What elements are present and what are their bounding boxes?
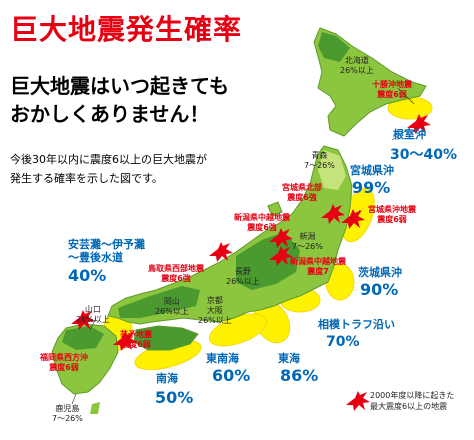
honshu-west xyxy=(118,286,200,318)
prob-value-tokai: 86% xyxy=(280,366,319,385)
prob-name-tokai: 東海 xyxy=(278,352,300,365)
label-text: 鹿児島 xyxy=(55,404,80,413)
quake-marker-fukuoka xyxy=(71,310,95,330)
label-text: 震度6強 xyxy=(247,223,277,232)
label-text: 岡山 xyxy=(163,297,180,306)
quake-marker-chuetsu xyxy=(269,228,293,248)
label-text: 十勝沖地震 xyxy=(372,80,412,89)
label-text: 新潟 xyxy=(299,232,316,241)
description-line-1: 今後30年以内に震度6以上の巨大地震が xyxy=(10,153,207,166)
headline: 巨大地震はいつ起きても おかしくありません！ xyxy=(10,72,229,128)
prob-value-miyagi: 99% xyxy=(352,178,391,197)
honshu-north xyxy=(318,150,346,190)
label-text: 震度6弱 xyxy=(377,215,407,224)
label-text: 26%以上 xyxy=(155,307,189,316)
label-okayama: 岡山 26%以上 xyxy=(155,297,189,317)
label-kyoto-osaka: 京都 大阪 26%以上 xyxy=(198,296,232,326)
label-niigata: 新潟 7〜26% xyxy=(292,232,323,252)
quake-label-fukuoka: 福岡県西方沖 震度6弱 xyxy=(40,353,88,373)
prob-value-nemuro: 30〜40% xyxy=(390,147,457,163)
headline-line-2: おかしくありません！ xyxy=(10,102,210,126)
label-aomori: 青森 7〜26% xyxy=(304,151,335,171)
island-shikoku xyxy=(133,325,199,351)
label-text: 7〜26% xyxy=(292,242,323,251)
label-text: 北海道 xyxy=(344,56,369,65)
label-text: 震度6弱 xyxy=(49,363,79,372)
description: 今後30年以内に震度6以上の巨大地震が 発生する確率を示した図です。 xyxy=(10,150,207,188)
quake-marker-miyagi-north xyxy=(321,204,345,224)
hokkaido-north xyxy=(318,32,350,62)
prob-name-nemuro: 根室沖 xyxy=(393,128,426,141)
prob-value-sagami: 70% xyxy=(326,334,360,350)
label-text: 震度7 xyxy=(307,267,329,276)
prob-value-aki: 40% xyxy=(68,266,107,285)
label-text: 7〜26% xyxy=(52,414,83,423)
prob-value-nankai: 50% xyxy=(155,388,194,407)
prob-name-miyagi: 宮城県沖 xyxy=(350,164,394,177)
legend: 2000年度以降に起きた 最大震度6以上の地震 xyxy=(370,390,454,412)
label-text: 7〜26% xyxy=(304,161,335,170)
label-text: 福岡県西方沖 xyxy=(40,353,88,362)
legend-line-1: 2000年度以降に起きた xyxy=(370,391,455,400)
kyushu-north xyxy=(62,326,104,350)
label-nagano: 長野 26%以上 xyxy=(226,267,260,287)
prob-name-aki: 安芸灘〜伊予灘 〜豊後水道 xyxy=(68,238,145,264)
quake-marker-miyagi-oki xyxy=(341,209,365,229)
headline-line-1: 巨大地震はいつ起きても xyxy=(10,74,229,98)
prob-value-tonankai: 60% xyxy=(212,366,251,385)
quake-marker-geiyo xyxy=(113,331,137,351)
quake-label-chuetsu: 新潟県中越地震 震度6強 xyxy=(234,213,290,233)
quake-label-miyagi-north: 宮城県北部 震度6強 xyxy=(282,183,322,203)
label-text: 宮城県沖地震 xyxy=(368,205,416,214)
quake-label-tottori: 鳥取県西部地震 震度6強 xyxy=(148,264,204,284)
label-text: 山口 xyxy=(84,305,101,314)
prob-name-nankai: 南海 xyxy=(156,372,178,385)
label-text: 大阪 xyxy=(206,306,223,315)
quake-marker-tokachi xyxy=(407,114,431,134)
description-line-2: 発生する確率を示した図です。 xyxy=(10,172,163,185)
quake-label-chuetsu-oki: 新潟県中越地震 震度7 xyxy=(290,257,346,277)
quake-label-tokachi: 十勝沖地震 震度6弱 xyxy=(372,80,412,100)
honshu-central xyxy=(236,232,300,290)
label-text: 芸予地震 xyxy=(120,330,152,339)
label-text: 新潟県中越地震 xyxy=(290,257,346,266)
page-title: 巨大地震発生確率 xyxy=(10,13,243,46)
label-text: 鳥取県西部地震 xyxy=(148,264,204,273)
label-text: 宮城県北部 xyxy=(282,183,322,192)
quake-markers xyxy=(71,114,431,411)
label-text: 長野 xyxy=(234,267,251,276)
island-sado xyxy=(267,201,283,217)
label-text: 震度6弱 xyxy=(377,90,407,99)
legend-line-2: 最大震度6以上の地震 xyxy=(370,402,448,411)
label-text: 新潟県中越地震 xyxy=(234,213,290,222)
island-honshu xyxy=(107,145,353,325)
prob-name-tonankai: 東南海 xyxy=(206,352,239,365)
label-yamaguchi: 山口 26%以上 xyxy=(76,305,110,325)
label-text: 26%以上 xyxy=(76,315,110,324)
label-hokkaido: 北海道 26%以上 xyxy=(340,56,374,76)
label-text: 震度6強 xyxy=(287,193,317,202)
label-text: 震度6強 xyxy=(161,274,191,283)
label-text: 26%以上 xyxy=(226,277,260,286)
quake-marker-chuetsu-oki xyxy=(269,246,293,266)
label-kagoshima: 鹿児島 7〜26% xyxy=(52,404,83,424)
prob-name-sagami: 相模トラフ沿い xyxy=(318,318,395,331)
quake-label-geiyo: 芸予地震 震度6弱 xyxy=(120,330,152,350)
island-tanegashima xyxy=(90,402,100,414)
label-text: 26%以上 xyxy=(340,66,374,75)
prob-value-ibaraki: 90% xyxy=(360,280,399,299)
label-text: 26%以上 xyxy=(198,316,232,325)
label-text: 京都 xyxy=(206,296,223,305)
prob-name-ibaraki: 茨城県沖 xyxy=(358,266,402,279)
label-text: 青森 xyxy=(311,151,328,160)
label-text: 震度6弱 xyxy=(121,340,151,349)
quake-marker-tottori xyxy=(209,242,233,262)
legend-quake-icon xyxy=(346,391,370,411)
quake-label-miyagi-oki: 宮城県沖地震 震度6弱 xyxy=(368,205,416,225)
